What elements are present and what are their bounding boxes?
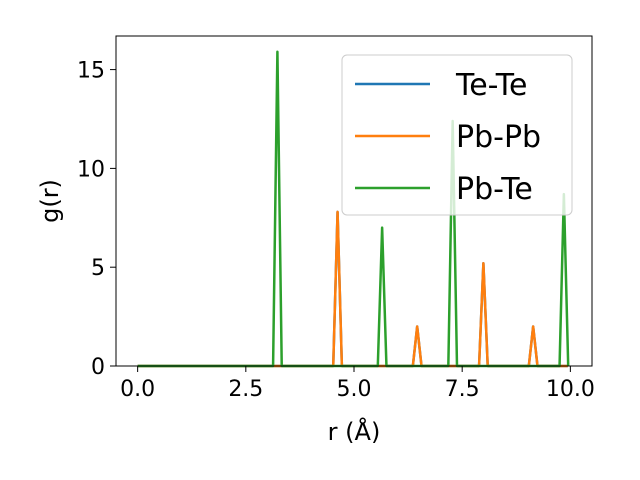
x-tick-label: 2.5 [228,377,263,402]
x-tick-label: 7.5 [445,377,480,402]
y-axis-label: g(r) [36,179,64,223]
y-tick-label: 0 [91,355,105,380]
x-tick-label: 10.0 [546,377,595,402]
legend-label: Te-Te [455,68,527,103]
legend-box [341,54,573,216]
y-tick-label: 5 [91,256,105,281]
series-line-pb-pb [137,210,568,368]
legend-label: Pb-Te [456,172,533,207]
x-tick-label: 5.0 [337,377,372,402]
y-tick-label: 15 [77,59,105,84]
legend: Te-Te Pb-Pb Pb-Te [341,54,573,216]
legend-label: Pb-Pb [456,120,541,155]
x-tick-label: 0.0 [120,377,155,402]
y-tick-label: 10 [77,157,105,182]
series-line-te-te [137,210,568,368]
tick-layer: 0.0 2.5 5.0 7.5 10.0 0 5 10 15 [77,59,595,402]
x-axis-label: r (Å) [328,417,381,446]
